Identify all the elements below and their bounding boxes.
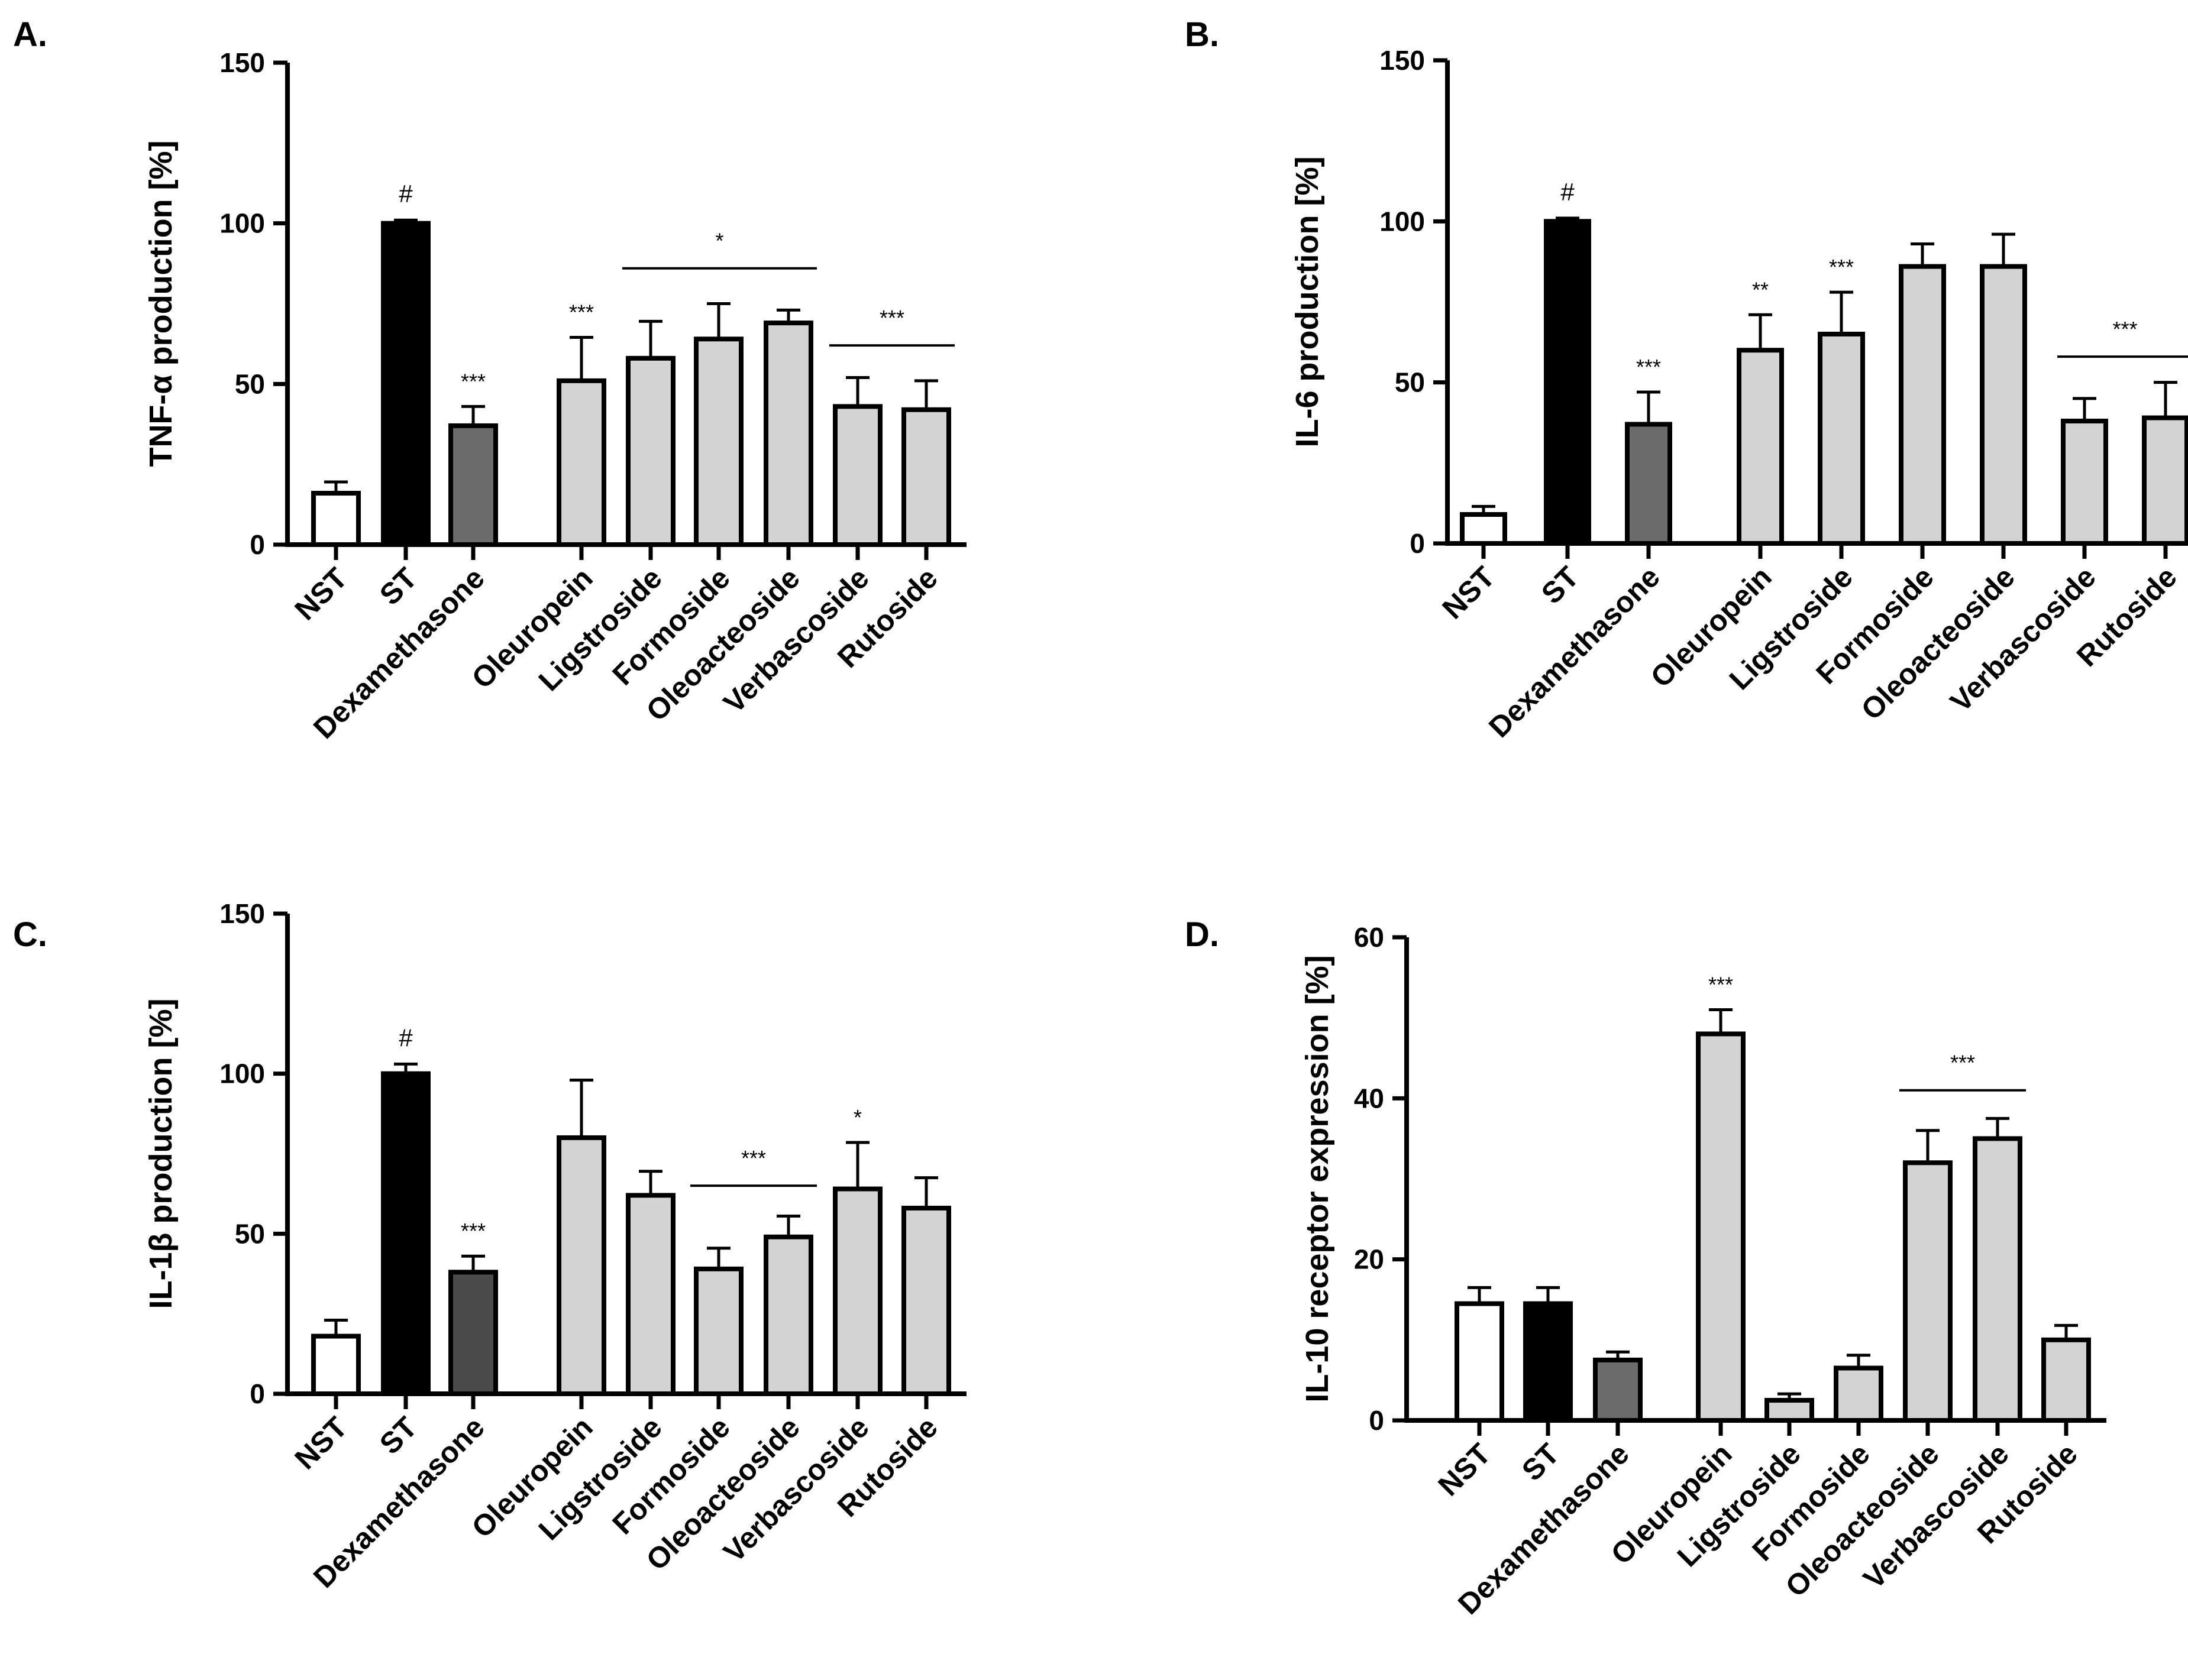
significance-label: *** xyxy=(1708,973,1733,997)
panel-letter: B. xyxy=(1185,15,1219,54)
x-tick-label: NST xyxy=(288,1410,353,1475)
bar-verbascoside xyxy=(833,404,883,547)
significance-label: *** xyxy=(461,369,486,393)
bar-formoside xyxy=(1899,264,1946,546)
bar-ligstroside xyxy=(626,355,676,547)
significance-label: * xyxy=(854,1105,862,1129)
panel-letter: C. xyxy=(13,915,47,954)
x-tick-label: ST xyxy=(1535,560,1585,610)
bar-dexamethasone xyxy=(1593,1357,1643,1423)
y-tick-label: 0 xyxy=(1410,528,1425,559)
bar-oleoacteoside xyxy=(764,321,813,547)
bar-oleuropein xyxy=(1696,1031,1746,1423)
y-tick-label: 0 xyxy=(250,529,265,560)
bar-formoside xyxy=(694,1266,744,1396)
y-axis-label: IL-10 receptor expression [%] xyxy=(1300,955,1335,1402)
bar-verbascoside xyxy=(2061,419,2108,546)
significance-label: *** xyxy=(1950,1051,1975,1075)
panel-letter: D. xyxy=(1185,915,1219,954)
bar-oleoacteoside xyxy=(1903,1160,1953,1423)
bar-dexamethasone xyxy=(1625,422,1672,546)
x-tick-label: ST xyxy=(1515,1437,1566,1487)
y-axis-label: IL-6 production [%] xyxy=(1289,157,1325,448)
significance-label: *** xyxy=(2112,317,2137,341)
bar-rutoside xyxy=(901,407,951,547)
y-tick-label: 0 xyxy=(250,1378,265,1409)
bar-ligstroside xyxy=(626,1193,676,1396)
significance-label: # xyxy=(399,180,413,208)
y-tick-label: 150 xyxy=(1379,45,1425,76)
y-tick-label: 20 xyxy=(1354,1244,1384,1275)
bar-nst xyxy=(1460,512,1507,546)
significance-label: *** xyxy=(461,1219,486,1243)
bar-oleuropein xyxy=(557,1135,606,1397)
y-tick-label: 60 xyxy=(1354,922,1384,953)
bar-st xyxy=(381,221,431,547)
significance-label: # xyxy=(1560,178,1575,206)
significance-label: ** xyxy=(1752,277,1769,302)
bar-ligstroside xyxy=(1818,331,1865,546)
significance-label: *** xyxy=(569,300,594,325)
bar-st xyxy=(1523,1301,1573,1423)
bar-nst xyxy=(311,1333,361,1397)
bar-rutoside xyxy=(901,1206,951,1396)
x-tick-label: NST xyxy=(1436,560,1501,625)
bar-nst xyxy=(311,491,361,547)
x-tick-label: NST xyxy=(288,561,353,626)
x-tick-label: NST xyxy=(1431,1437,1497,1502)
y-axis-label: TNF-α production [%] xyxy=(143,140,179,467)
bar-nst xyxy=(1455,1301,1504,1423)
panel-letter: A. xyxy=(13,15,47,54)
y-tick-label: 40 xyxy=(1354,1083,1384,1113)
bar-oleoacteoside xyxy=(764,1234,813,1396)
x-tick-label: ST xyxy=(373,561,424,611)
bar-rutoside xyxy=(2041,1337,2091,1423)
significance-label: *** xyxy=(880,306,904,330)
bar-rutoside xyxy=(2142,415,2188,546)
bar-verbascoside xyxy=(1973,1136,2022,1423)
bar-oleuropein xyxy=(1737,348,1784,546)
y-tick-label: 150 xyxy=(219,898,265,929)
bar-oleuropein xyxy=(557,378,606,548)
y-tick-label: 50 xyxy=(1395,367,1425,398)
y-tick-label: 50 xyxy=(235,1218,265,1249)
significance-label: # xyxy=(399,1024,413,1051)
y-tick-label: 50 xyxy=(235,368,265,399)
bar-oleoacteoside xyxy=(1980,264,2027,546)
y-tick-label: 100 xyxy=(219,208,265,239)
bar-formoside xyxy=(1834,1365,1883,1423)
y-tick-label: 150 xyxy=(219,47,265,78)
bar-st xyxy=(381,1071,431,1396)
y-tick-label: 100 xyxy=(1379,206,1425,237)
y-tick-label: 0 xyxy=(1369,1405,1384,1436)
y-tick-label: 100 xyxy=(219,1059,265,1089)
y-axis-label: IL-1β production [%] xyxy=(143,999,179,1309)
x-tick-label: ST xyxy=(373,1410,424,1461)
bar-st xyxy=(1544,219,1591,546)
significance-label: *** xyxy=(1636,355,1661,379)
chart-panel-d: D. 0 20 40 60 IL-10 receptor expression [%] NS… xyxy=(1185,915,2106,1621)
x-tick-label: Verbascoside xyxy=(1944,560,2102,718)
significance-label: * xyxy=(715,229,723,253)
bar-dexamethasone xyxy=(448,1270,498,1396)
significance-label: *** xyxy=(741,1146,766,1170)
bar-dexamethasone xyxy=(448,423,498,548)
bar-formoside xyxy=(694,336,744,547)
bar-ligstroside xyxy=(1764,1397,1814,1423)
significance-label: *** xyxy=(1829,255,1854,279)
bar-verbascoside xyxy=(833,1186,883,1396)
